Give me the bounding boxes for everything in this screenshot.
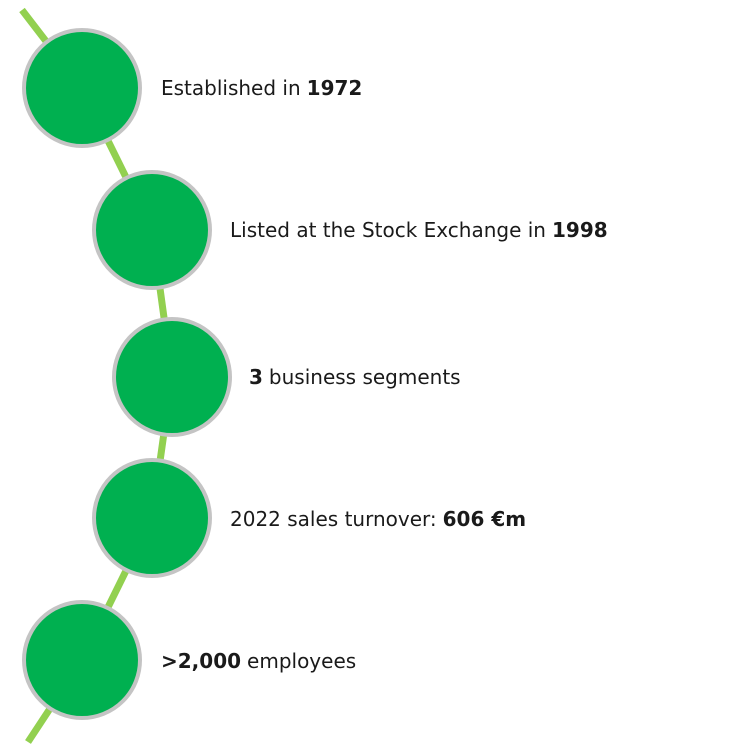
label-text: Established in: [161, 76, 301, 100]
label-text: 2022 sales turnover:: [230, 507, 437, 531]
highlight-text: 606 €m: [442, 507, 527, 531]
highlight-text: 1972: [306, 76, 363, 100]
circles: [22, 28, 232, 720]
label-text: employees: [247, 649, 357, 673]
item-label: >2,000 employees: [161, 649, 356, 673]
circle: [22, 600, 142, 720]
highlight-text: 3: [249, 365, 263, 389]
circle: [112, 317, 232, 437]
highlight-text: 1998: [551, 218, 608, 242]
circle: [92, 170, 212, 290]
item-label: Established in 1972: [161, 76, 362, 100]
item-label: Listed at the Stock Exchange in 1998: [230, 218, 608, 242]
circle: [22, 28, 142, 148]
label-text: Listed at the Stock Exchange in: [230, 218, 546, 242]
item-label: 3 business segments: [249, 365, 461, 389]
item-label: 2022 sales turnover: 606 €m: [230, 507, 526, 531]
circle: [92, 458, 212, 578]
highlight-text: >2,000: [161, 649, 242, 673]
label-text: business segments: [268, 365, 461, 389]
